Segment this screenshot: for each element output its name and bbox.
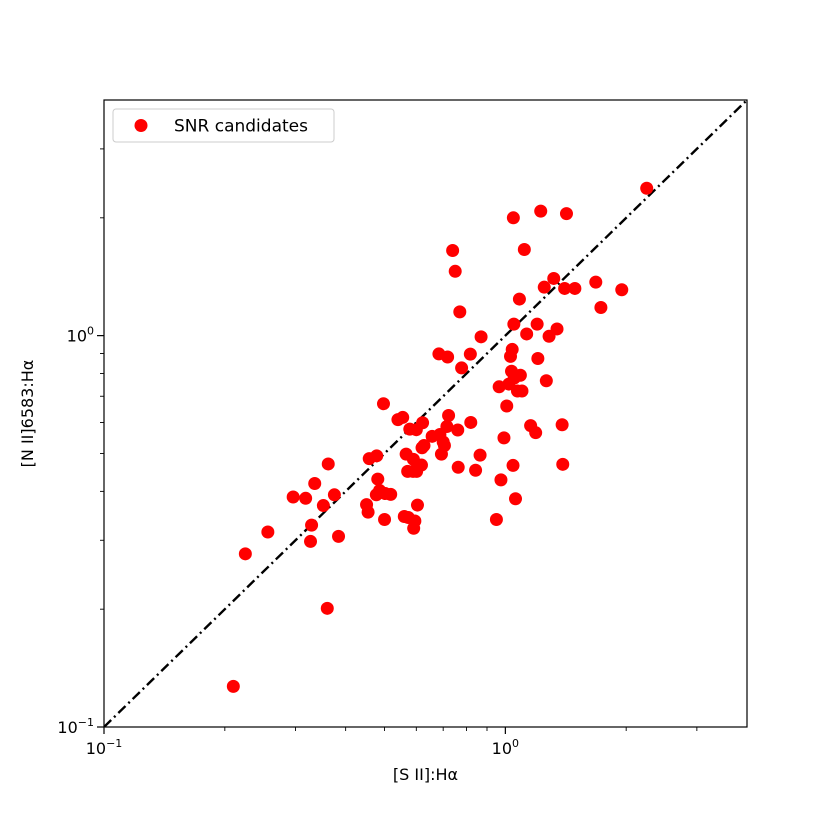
- data-point: [304, 534, 318, 548]
- data-point: [440, 419, 454, 433]
- data-point: [408, 514, 422, 528]
- legend: SNR candidates: [112, 108, 335, 143]
- data-point: [463, 347, 477, 361]
- data-point: [469, 463, 483, 477]
- y-axis-label: [N II]6583:Hα: [18, 360, 37, 468]
- data-point: [286, 490, 300, 504]
- data-point: [568, 281, 582, 295]
- data-point: [512, 292, 526, 306]
- data-point: [506, 211, 520, 225]
- data-point: [448, 264, 462, 278]
- data-point: [378, 513, 392, 526]
- data-point: [396, 410, 410, 424]
- plot-frame: [103, 99, 748, 728]
- data-point: [531, 352, 545, 366]
- data-point: [505, 342, 519, 356]
- data-point: [332, 529, 346, 543]
- x-tick-label: 10−1: [86, 737, 123, 758]
- x-axis-label: [S II]:Hα: [393, 765, 458, 784]
- data-point: [442, 409, 456, 423]
- data-point: [509, 492, 523, 506]
- data-point: [370, 449, 384, 463]
- data-point: [327, 488, 341, 502]
- data-point: [451, 423, 465, 437]
- data-point: [589, 275, 603, 289]
- data-point: [507, 317, 521, 331]
- data-point: [371, 472, 385, 486]
- data-point: [547, 271, 561, 285]
- data-point: [474, 330, 488, 344]
- data-point: [299, 491, 313, 505]
- data-point: [414, 458, 428, 472]
- data-point: [321, 457, 335, 471]
- data-point: [226, 679, 240, 693]
- data-point: [513, 368, 527, 382]
- y-tick-label: 10−1: [57, 716, 94, 737]
- data-point: [539, 374, 553, 388]
- data-point: [361, 505, 375, 519]
- legend-label-snr-candidates: SNR candidates: [174, 117, 308, 137]
- scatter-points: [226, 181, 654, 693]
- tick-labels: 10−1 100 10−1 100: [57, 325, 519, 758]
- data-point: [320, 601, 334, 615]
- data-point: [437, 438, 451, 452]
- data-point: [441, 350, 455, 364]
- data-point: [529, 426, 543, 440]
- data-point: [520, 327, 534, 341]
- data-point: [556, 457, 570, 471]
- data-point: [494, 473, 508, 487]
- data-point: [376, 397, 390, 411]
- data-point: [416, 416, 430, 430]
- data-point: [489, 513, 503, 526]
- data-point: [537, 280, 551, 294]
- data-point: [497, 431, 511, 445]
- data-point: [384, 487, 398, 501]
- data-point: [410, 498, 424, 512]
- data-point: [500, 399, 514, 413]
- data-point: [559, 207, 573, 221]
- data-point: [594, 301, 608, 314]
- data-point: [550, 322, 564, 336]
- data-point: [261, 525, 275, 539]
- x-tick-label: 100: [492, 737, 519, 758]
- data-point: [517, 242, 531, 256]
- data-point: [640, 181, 654, 195]
- data-point: [446, 244, 460, 258]
- data-point: [455, 361, 469, 375]
- data-point: [417, 438, 431, 452]
- data-point: [506, 458, 520, 472]
- data-point: [305, 518, 319, 532]
- legend-marker: [134, 119, 148, 132]
- one-to-one-reference-line: [104, 100, 747, 727]
- data-point: [451, 460, 465, 474]
- data-point: [555, 418, 569, 432]
- legend-box: [112, 108, 335, 143]
- data-point: [453, 305, 467, 319]
- axis-ticks: [97, 148, 698, 734]
- data-point: [473, 448, 487, 462]
- data-point: [238, 547, 252, 561]
- data-point: [308, 476, 322, 490]
- data-point: [534, 204, 548, 218]
- data-point: [558, 281, 572, 295]
- y-tick-label: 100: [67, 325, 94, 346]
- data-point: [464, 415, 478, 429]
- data-point: [530, 317, 544, 331]
- data-point: [515, 384, 529, 398]
- data-point: [615, 283, 629, 297]
- data-point: [316, 499, 330, 513]
